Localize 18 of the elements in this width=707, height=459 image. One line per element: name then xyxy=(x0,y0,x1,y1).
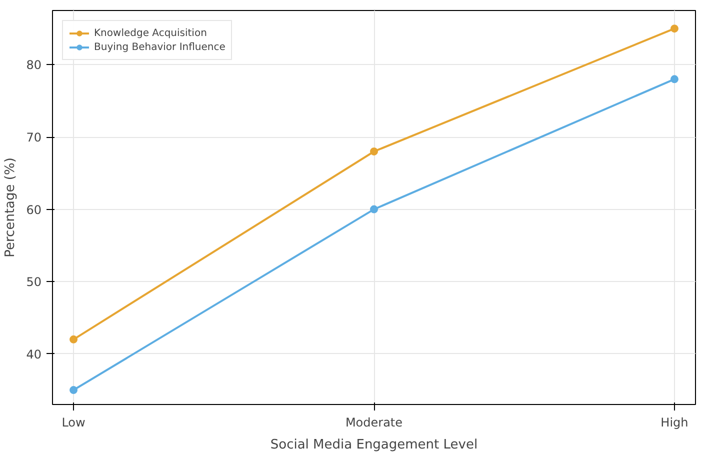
legend-label: Buying Behavior Influence xyxy=(94,42,226,52)
x-axis-title: Social Media Engagement Level xyxy=(270,438,478,452)
point xyxy=(670,75,678,84)
legend-label: Knowledge Acquisition xyxy=(94,28,207,38)
point xyxy=(370,205,378,214)
y-tick-label: 60 xyxy=(26,202,42,217)
y-tick-label: 50 xyxy=(26,275,42,290)
y-tick-label: 70 xyxy=(26,130,42,145)
x-tick-label: Low xyxy=(62,416,86,430)
point xyxy=(370,147,378,156)
y-tick-label: 80 xyxy=(26,58,42,72)
y-tick-label: 40 xyxy=(26,347,42,362)
y-axis-title: Percentage (%) xyxy=(3,158,18,258)
x-tick-label: Moderate xyxy=(345,416,403,430)
point xyxy=(70,386,78,394)
point xyxy=(70,335,78,344)
x-tick-label: High xyxy=(660,416,688,430)
point xyxy=(670,24,678,33)
